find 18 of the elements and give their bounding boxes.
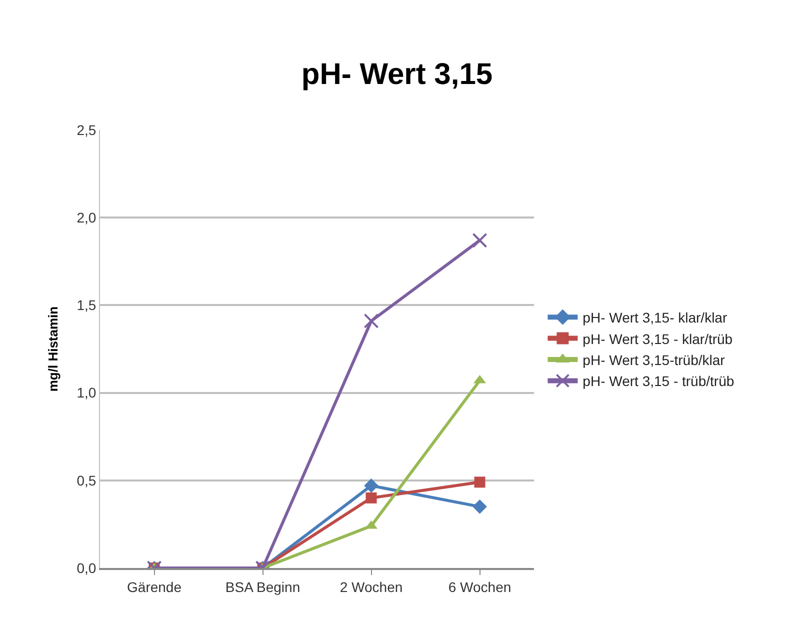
x-tick-label: 6 Wochen	[448, 578, 512, 595]
point	[472, 232, 488, 248]
legend-label: pH- Wert 3,15 - trüb/trüb	[582, 373, 734, 390]
legend-label: pH- Wert 3,15-trüb/klar	[582, 352, 726, 368]
y-tick-label: 0,5	[76, 472, 96, 488]
y-tick-label: 1,5	[76, 297, 96, 314]
x-tick-label: BSA Beginn	[225, 578, 300, 595]
x-tick-label: 2 Wochen	[340, 578, 403, 595]
legend-label: pH- Wert 3,15 - klar/trüb	[582, 330, 733, 347]
legend-label: pH- Wert 3,15- klar/klar	[582, 310, 728, 326]
y-tick-label: 0,0	[76, 560, 96, 576]
y-tick-label: 2,0	[76, 210, 96, 226]
y-axis-title: mg/l Histamin	[46, 306, 61, 392]
chart-title: pH- Wert 3,15	[301, 58, 493, 91]
point	[364, 313, 379, 328]
y-tick-label: 1,0	[76, 384, 96, 401]
y-tick-label: 2,5	[76, 122, 96, 138]
x-tick-label: Gärende	[127, 578, 182, 595]
